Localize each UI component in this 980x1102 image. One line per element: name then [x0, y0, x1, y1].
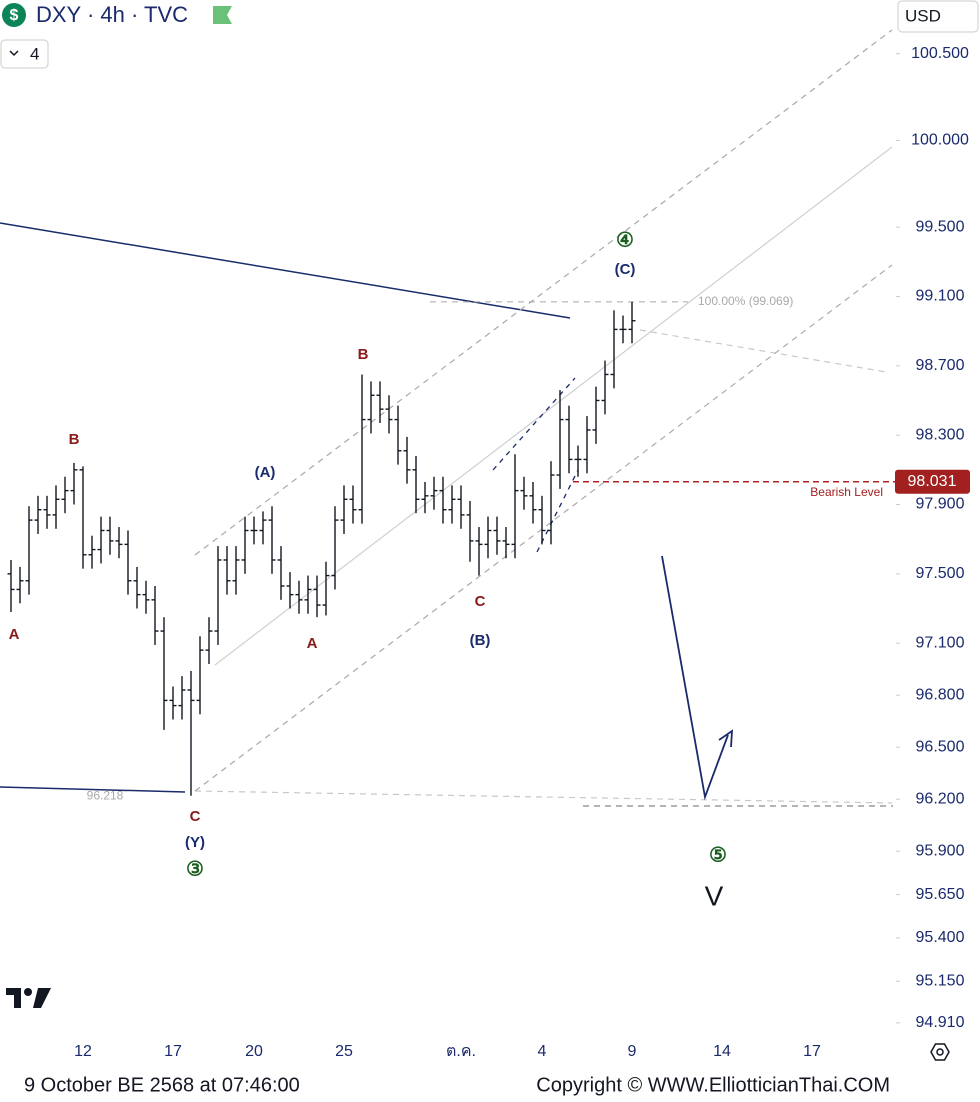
- y-tick-label: 100.000: [911, 132, 969, 149]
- drawing-line: [194, 264, 893, 792]
- y-tick-label: 97.500: [916, 565, 965, 582]
- drawing-line: [492, 377, 576, 471]
- wave-label: B: [69, 431, 80, 448]
- currency-box[interactable]: [897, 0, 979, 33]
- tv-logo: [6, 988, 51, 1008]
- y-tick-label: 100.500: [911, 45, 969, 62]
- y-tick-label: 94.910: [916, 1014, 965, 1031]
- y-tick-label: 97.100: [916, 634, 965, 651]
- y-tick-label: 96.500: [916, 738, 965, 755]
- y-tick-label: 96.200: [916, 790, 965, 807]
- y-tick-label: 99.100: [916, 288, 965, 305]
- symbol[interactable]: DXY · 4h · TVC: [36, 2, 188, 27]
- timestamp: 9 October BE 2568 at 07:46:00: [24, 1074, 300, 1096]
- chevron: [9, 50, 19, 57]
- wave-label: (A): [255, 464, 276, 481]
- drawing-line: [194, 29, 893, 556]
- x-tick-label: ต.ค.: [446, 1043, 476, 1060]
- symbol-icon: [2, 3, 26, 27]
- wave-label: (B): [470, 632, 491, 649]
- x-tick-label: 14: [713, 1043, 731, 1060]
- drawing-line: [214, 146, 893, 666]
- wave-label: A: [307, 635, 318, 652]
- y-tick-label: 95.400: [916, 929, 965, 946]
- y-tick-label: 99.500: [916, 218, 965, 235]
- drawing-line: [536, 469, 579, 553]
- x-tick-label: 9: [628, 1043, 637, 1060]
- copyright: Copyright © WWW.ElliotticianThai.COM: [536, 1074, 890, 1096]
- flag: [213, 6, 232, 24]
- x-tick-label: 20: [245, 1043, 263, 1060]
- x-tick-label: 4: [538, 1043, 547, 1060]
- bearish-label: Bearish Level: [810, 485, 883, 499]
- wave-label: C: [475, 593, 486, 610]
- projection-arrow: [661, 555, 734, 801]
- price-tag: [895, 469, 970, 494]
- y-tick-label: 98.700: [916, 357, 965, 374]
- price-tag-label: 98.031: [908, 473, 957, 490]
- y-tick-label: 95.650: [916, 886, 965, 903]
- wave-label: V: [705, 880, 724, 911]
- x-tick-label: 12: [74, 1043, 92, 1060]
- x-tick-label: 25: [335, 1043, 353, 1060]
- wave-label: ⑤: [709, 844, 727, 866]
- low-label: 96.218: [87, 788, 124, 802]
- wave-label: ④: [616, 229, 634, 251]
- wave-label: (C): [615, 261, 636, 278]
- indicator-toggle[interactable]: [0, 39, 49, 69]
- plot: 100.500 100.000 99.500 99.100 98.700 98.300 97…: [0, 29, 970, 1060]
- x-tick-label: 17: [164, 1043, 182, 1060]
- settings-icon[interactable]: [930, 1043, 950, 1061]
- wave-label: A: [9, 626, 20, 643]
- fib-label: 100.00% (99.069): [698, 294, 793, 308]
- indicator-count: 4: [30, 44, 39, 63]
- drawing-line: [194, 790, 893, 804]
- wave-label: C: [190, 808, 201, 825]
- wave-label: B: [358, 346, 369, 363]
- drawing-line: [0, 222, 571, 319]
- y-tick-label: 98.300: [916, 426, 965, 443]
- y-tick-label: 97.900: [916, 496, 965, 513]
- drawing-line: [639, 329, 887, 373]
- drawing-line: [0, 786, 186, 793]
- wave-label: ③: [186, 858, 204, 880]
- y-tick-label: 95.150: [916, 972, 965, 989]
- wave-label: (Y): [185, 834, 205, 851]
- x-tick-label: 17: [803, 1043, 821, 1060]
- symbol-icon-text: $: [10, 7, 19, 24]
- y-tick-label: 96.800: [916, 686, 965, 703]
- y-tick-label: 95.900: [916, 842, 965, 859]
- currency[interactable]: USD: [905, 6, 941, 25]
